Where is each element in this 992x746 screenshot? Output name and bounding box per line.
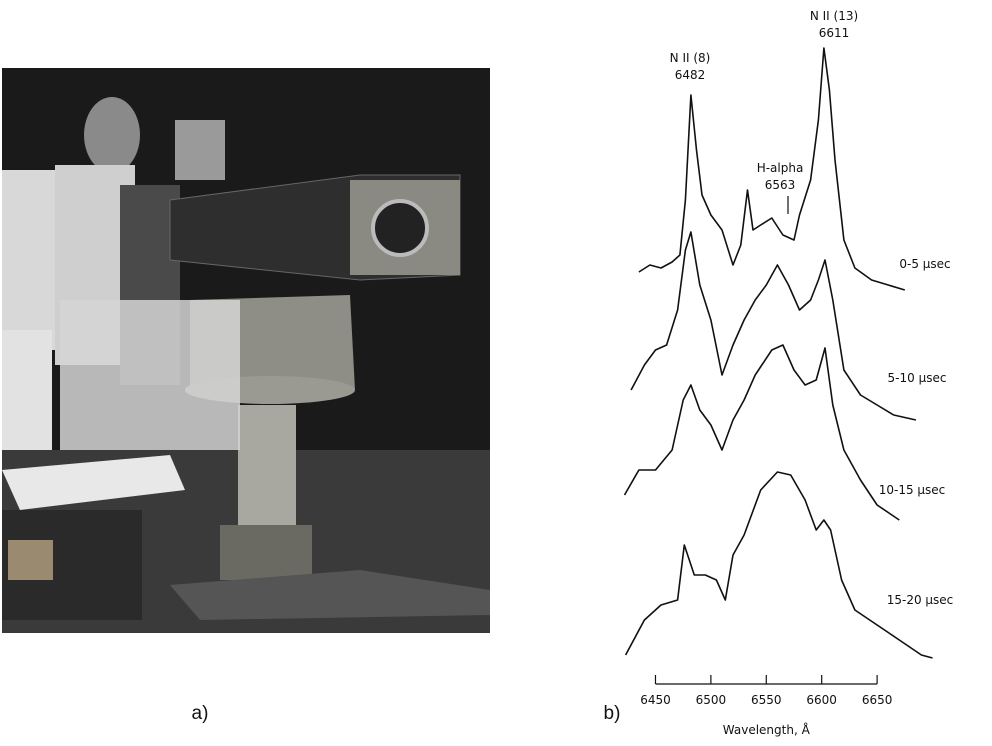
annotation-label: 6563 xyxy=(765,178,796,192)
panel-label: b) xyxy=(604,703,621,724)
series-label: 5-10 µsec xyxy=(888,371,947,385)
annotation-text: N II (13) xyxy=(810,9,858,23)
spectrum-line xyxy=(630,231,917,421)
x-tick-label: 6450 xyxy=(640,693,671,707)
x-tick-label: 6550 xyxy=(751,693,782,707)
annotation-text: N II (8) xyxy=(670,51,711,65)
panel-label: a) xyxy=(192,703,209,724)
series-label: 0-5 µsec xyxy=(899,257,950,271)
x-tick-label: 6650 xyxy=(862,693,893,707)
spectrum-line xyxy=(638,47,906,291)
x-tick-label: 6500 xyxy=(696,693,727,707)
series-label: 10-15 µsec xyxy=(879,483,946,497)
annotation-label: 6482 xyxy=(675,68,706,82)
x-tick-label: 6600 xyxy=(806,693,837,707)
annotation-label: 6611 xyxy=(819,26,850,40)
spectrum-line xyxy=(623,344,900,521)
photo xyxy=(2,68,490,633)
annotation-text: H-alpha xyxy=(757,161,804,175)
series-label: 15-20 µsec xyxy=(887,593,954,607)
spectrum-line xyxy=(624,471,933,659)
x-axis-title: Wavelength, Å xyxy=(723,722,811,737)
